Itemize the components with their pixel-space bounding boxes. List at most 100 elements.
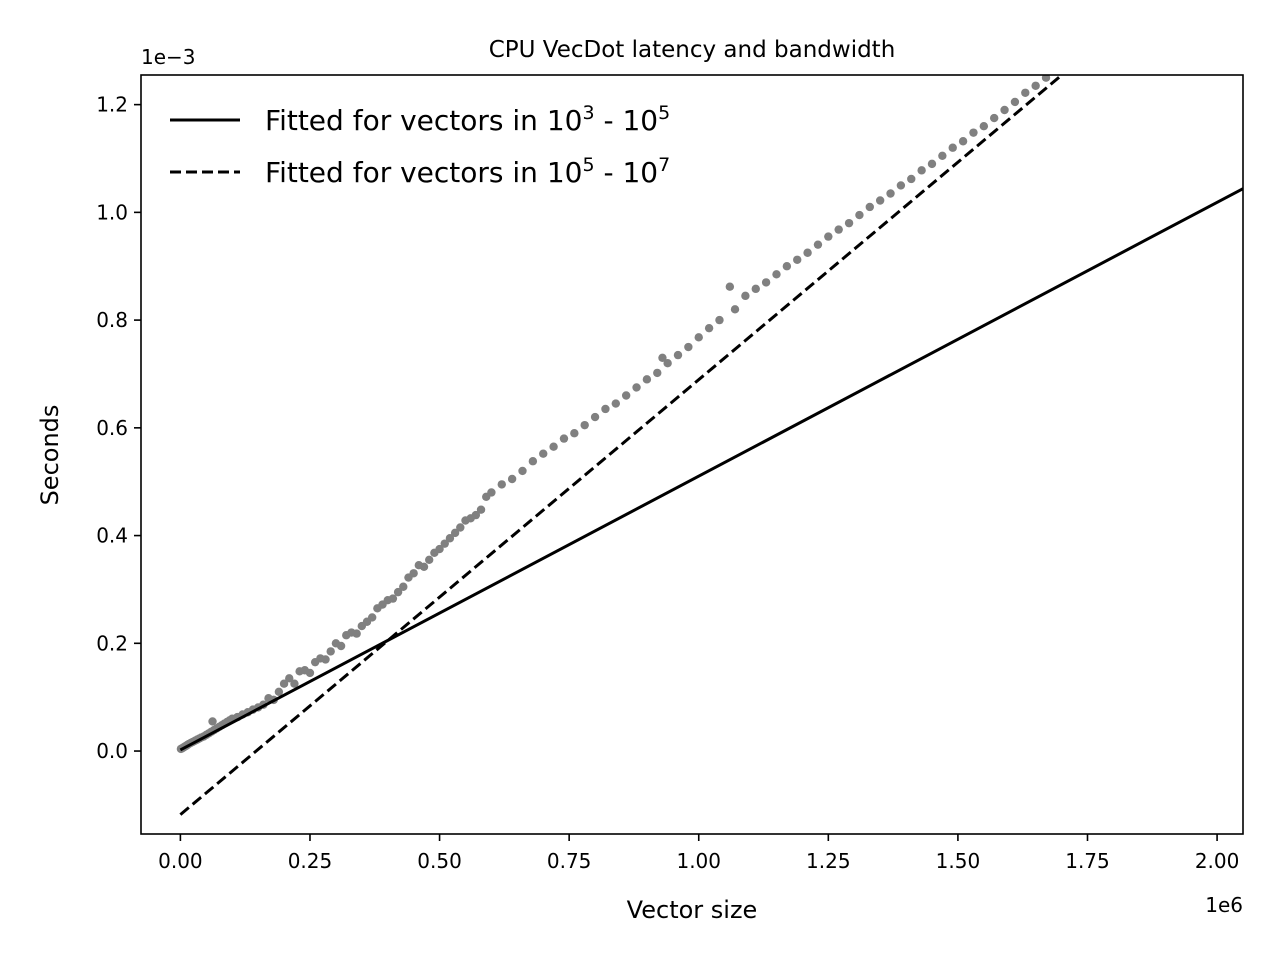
scatter-point bbox=[399, 582, 408, 591]
x-tick-label: 1.50 bbox=[936, 849, 981, 873]
scatter-point bbox=[673, 350, 683, 360]
scatter-point bbox=[326, 647, 335, 656]
legend-entry-1-sup2: 5 bbox=[658, 102, 670, 124]
scatter-point bbox=[1031, 81, 1040, 90]
scatter-point bbox=[793, 255, 802, 264]
scatter-point bbox=[1000, 105, 1009, 115]
scatter-point bbox=[658, 353, 667, 363]
scatter-point bbox=[694, 333, 703, 342]
scatter-point bbox=[772, 270, 781, 279]
scatter-point bbox=[580, 420, 589, 430]
y-axis: 0.0 0.2 0.4 0.6 0.8 1.0 1.2 bbox=[96, 93, 141, 763]
scatter-point bbox=[642, 375, 652, 384]
scatter-point bbox=[208, 717, 217, 726]
legend-entry-1-sup1: 3 bbox=[582, 102, 594, 124]
legend-entry-2-prefix: Fitted for vectors in 10 bbox=[265, 156, 582, 189]
scatter-point bbox=[601, 404, 610, 414]
scatter-point bbox=[782, 262, 792, 271]
scatter-point bbox=[803, 248, 812, 257]
y-axis-label: Seconds bbox=[36, 405, 64, 506]
y-tick-label: 0.4 bbox=[96, 524, 128, 548]
scatter-point bbox=[487, 488, 496, 497]
scatter-point bbox=[969, 128, 978, 137]
scatter-point bbox=[834, 225, 843, 234]
scatter-point bbox=[419, 562, 429, 572]
scatter-point bbox=[725, 282, 735, 291]
scatter-point bbox=[958, 137, 968, 146]
legend-entry-1-prefix: Fitted for vectors in 10 bbox=[265, 104, 582, 137]
scatter-point bbox=[440, 539, 449, 548]
scatter-point bbox=[456, 523, 465, 532]
scatter-point bbox=[886, 189, 895, 198]
x-tick-label: 2.00 bbox=[1195, 849, 1240, 873]
scatter-point bbox=[715, 315, 724, 325]
scatter-point bbox=[927, 159, 937, 169]
x-tick-label: 0.75 bbox=[547, 849, 592, 873]
scatter-point bbox=[824, 232, 833, 241]
scatter-point bbox=[1041, 75, 1051, 82]
scatter-point bbox=[279, 679, 289, 688]
scatter-point bbox=[549, 442, 558, 451]
chart-title: CPU VecDot latency and bandwidth bbox=[489, 37, 896, 63]
x-tick-label: 0.25 bbox=[288, 849, 333, 873]
x-tick-label: 0.00 bbox=[158, 849, 203, 873]
fit-line-dashed bbox=[179, 75, 1065, 816]
scatter-point bbox=[761, 278, 771, 287]
y-tick-label: 0.8 bbox=[96, 308, 128, 332]
y-tick-label: 0.0 bbox=[96, 739, 128, 763]
scatter-point bbox=[274, 687, 284, 696]
scatter-point bbox=[855, 210, 864, 220]
scatter-point bbox=[507, 474, 517, 484]
fit-line-solid bbox=[179, 187, 1243, 752]
x-tick-label: 0.50 bbox=[417, 849, 462, 873]
x-axis: 0.00 0.25 0.50 0.75 1.00 1.25 1.50 1.75 2.00 bbox=[158, 834, 1239, 873]
scatter-point bbox=[590, 412, 600, 422]
legend-entry-2-sup2: 7 bbox=[658, 154, 670, 176]
scatter-point bbox=[938, 151, 947, 160]
scatter-point bbox=[896, 181, 906, 190]
legend-entry-2-mid: - 10 bbox=[595, 156, 659, 189]
scatter-point bbox=[875, 196, 885, 205]
scatter-point bbox=[621, 391, 631, 400]
scatter-point bbox=[741, 291, 750, 301]
scatter-point bbox=[305, 668, 315, 678]
scatter-point bbox=[844, 218, 854, 228]
scatter-point bbox=[704, 323, 714, 333]
legend-entry-1-mid: - 10 bbox=[595, 104, 659, 137]
scatter-point bbox=[917, 166, 926, 175]
scatter-point bbox=[388, 594, 398, 603]
x-offset-label: 1e6 bbox=[1205, 893, 1243, 917]
scatter-point bbox=[471, 510, 481, 520]
scatter-point bbox=[285, 674, 294, 683]
scatter-point bbox=[663, 358, 672, 368]
plot-area bbox=[176, 75, 1243, 816]
scatter-point bbox=[559, 434, 569, 443]
scatter-point bbox=[684, 342, 693, 352]
scatter-point bbox=[611, 399, 620, 408]
scatter-point bbox=[528, 457, 538, 466]
legend: Fitted for vectors in 103 - 105 Fitted f… bbox=[170, 102, 670, 189]
plot-frame bbox=[140, 74, 1244, 835]
legend-entry-1: Fitted for vectors in 103 - 105 bbox=[265, 102, 670, 137]
scatter-point bbox=[367, 613, 377, 622]
scatter-point bbox=[497, 480, 506, 489]
scatter-point bbox=[1021, 88, 1030, 97]
scatter-point bbox=[445, 534, 455, 543]
scatter-point bbox=[813, 240, 823, 249]
scatter-point bbox=[425, 555, 434, 565]
legend-entry-2: Fitted for vectors in 105 - 107 bbox=[265, 154, 670, 189]
y-tick-label: 1.2 bbox=[96, 93, 128, 117]
x-tick-label: 1.00 bbox=[676, 849, 721, 873]
scatter-point bbox=[539, 449, 548, 458]
scatter-point bbox=[476, 505, 486, 514]
scatter-point bbox=[653, 368, 662, 378]
scatter-point bbox=[570, 429, 579, 438]
legend-entry-2-sup1: 5 bbox=[582, 154, 594, 176]
scatter-point bbox=[989, 113, 999, 123]
scatter-point bbox=[290, 679, 299, 688]
scatter-point bbox=[632, 383, 641, 392]
scatter-point bbox=[352, 629, 361, 638]
y-tick-label: 1.0 bbox=[96, 200, 128, 224]
scatter-point bbox=[336, 641, 346, 651]
scatter-point bbox=[751, 284, 760, 294]
